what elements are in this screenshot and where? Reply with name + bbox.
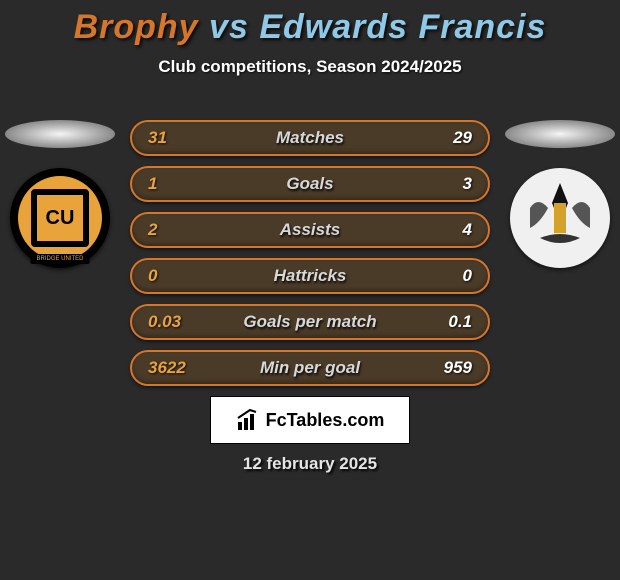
title-player2: Edwards Francis — [259, 8, 546, 46]
player-silhouette-shadow — [505, 120, 615, 148]
stat-label: Goals — [192, 174, 428, 194]
stat-row: 1Goals3 — [130, 166, 490, 202]
stats-table: 31Matches291Goals32Assists40Hattricks00.… — [130, 120, 490, 396]
title-player1: Brophy — [74, 8, 199, 46]
stat-value-left: 3622 — [148, 358, 192, 378]
stat-label: Assists — [192, 220, 428, 240]
stat-value-left: 1 — [148, 174, 192, 194]
stat-row: 0.03Goals per match0.1 — [130, 304, 490, 340]
stat-label: Hattricks — [192, 266, 428, 286]
stat-value-right: 959 — [428, 358, 472, 378]
right-player-column — [500, 120, 620, 268]
left-club-crest: CU — [10, 168, 110, 268]
stat-value-right: 0.1 — [428, 312, 472, 332]
stat-value-left: 2 — [148, 220, 192, 240]
stat-value-right: 0 — [428, 266, 472, 286]
date-label: 12 february 2025 — [0, 454, 620, 474]
stat-value-left: 31 — [148, 128, 192, 148]
stat-row: 2Assists4 — [130, 212, 490, 248]
stat-label: Min per goal — [192, 358, 428, 378]
stat-row: 0Hattricks0 — [130, 258, 490, 294]
crest-initials: CU — [31, 189, 89, 247]
comparison-title: Brophy vs Edwards Francis — [0, 0, 620, 47]
stat-value-left: 0.03 — [148, 312, 192, 332]
attribution-badge: FcTables.com — [210, 396, 410, 444]
attribution-text: FcTables.com — [266, 410, 385, 431]
title-vs: vs — [209, 8, 249, 46]
stat-value-right: 29 — [428, 128, 472, 148]
chart-icon — [236, 408, 260, 432]
right-club-crest — [510, 168, 610, 268]
stat-value-right: 3 — [428, 174, 472, 194]
crest-heraldic-icon — [510, 168, 610, 268]
stat-label: Goals per match — [192, 312, 428, 332]
stat-row: 31Matches29 — [130, 120, 490, 156]
stat-value-right: 4 — [428, 220, 472, 240]
stat-label: Matches — [192, 128, 428, 148]
stat-value-left: 0 — [148, 266, 192, 286]
left-player-column: CU — [0, 120, 120, 268]
stat-row: 3622Min per goal959 — [130, 350, 490, 386]
subtitle: Club competitions, Season 2024/2025 — [0, 57, 620, 77]
player-silhouette-shadow — [5, 120, 115, 148]
